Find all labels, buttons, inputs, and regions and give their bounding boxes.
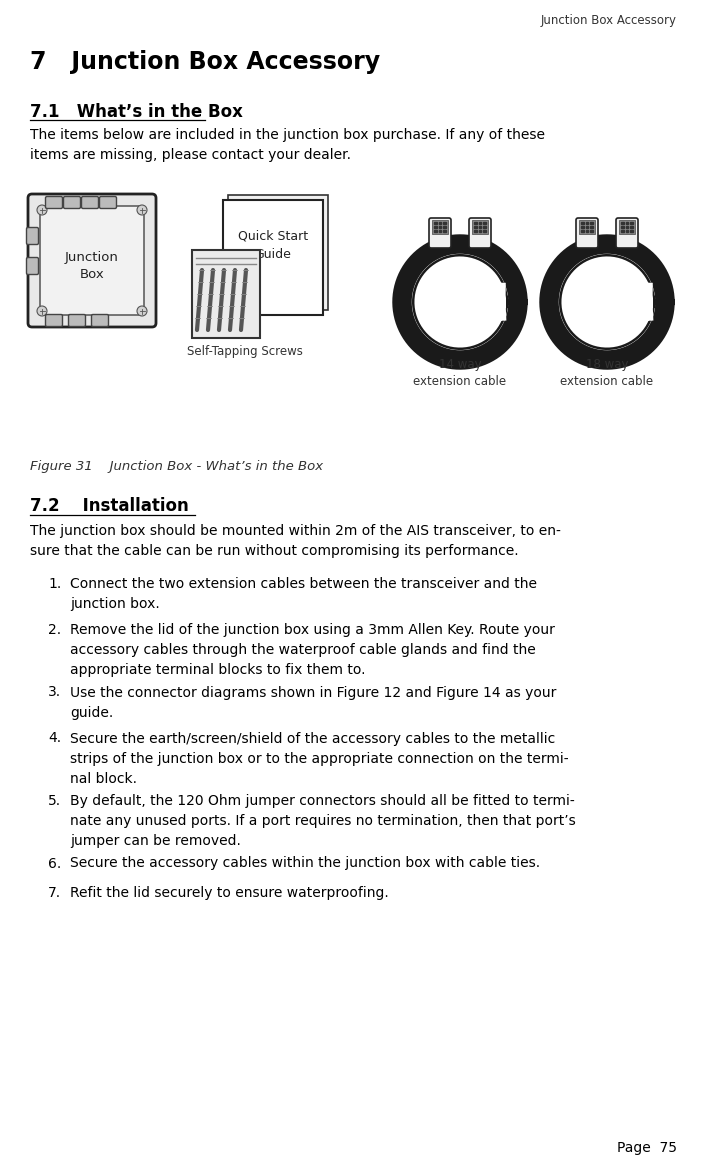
FancyBboxPatch shape (429, 218, 451, 248)
Bar (438, 221, 441, 224)
Bar (443, 226, 445, 228)
FancyBboxPatch shape (26, 227, 38, 245)
Bar (590, 221, 592, 224)
Bar (228, 196, 328, 310)
Circle shape (37, 205, 47, 215)
FancyBboxPatch shape (91, 315, 108, 327)
Bar (223, 200, 323, 315)
Bar (581, 226, 583, 228)
Circle shape (137, 306, 147, 316)
Bar (581, 221, 583, 224)
Text: Quick Start
Guide: Quick Start Guide (238, 230, 308, 260)
Bar (619, 220, 635, 234)
Bar (621, 226, 624, 228)
Text: Connect the two extension cables between the transceiver and the
junction box.: Connect the two extension cables between… (70, 577, 537, 611)
Text: 5.: 5. (48, 794, 61, 808)
Bar (626, 226, 628, 228)
FancyBboxPatch shape (45, 197, 62, 208)
Bar (479, 230, 481, 232)
Bar (581, 230, 583, 232)
Bar (438, 226, 441, 228)
FancyBboxPatch shape (100, 197, 117, 208)
Bar (483, 221, 486, 224)
Text: Refit the lid securely to ensure waterproofing.: Refit the lid securely to ensure waterpr… (70, 886, 389, 900)
Bar (443, 221, 445, 224)
FancyBboxPatch shape (81, 197, 98, 208)
Bar (438, 230, 441, 232)
Text: Page  75: Page 75 (617, 1141, 677, 1155)
Text: 14 way
extension cable: 14 way extension cable (414, 358, 506, 388)
Bar (434, 221, 436, 224)
Text: By default, the 120 Ohm jumper connectors should all be fitted to termi-
nate an: By default, the 120 Ohm jumper connector… (70, 794, 575, 848)
Text: Self-Tapping Screws: Self-Tapping Screws (187, 345, 303, 358)
Text: Figure 31    Junction Box - What’s in the Box: Figure 31 Junction Box - What’s in the B… (30, 460, 323, 473)
Text: Junction
Box: Junction Box (65, 251, 119, 281)
Bar (472, 220, 488, 234)
Bar (474, 226, 477, 228)
Text: 7.1   What’s in the Box: 7.1 What’s in the Box (30, 103, 243, 121)
Bar (630, 226, 633, 228)
Bar (590, 226, 592, 228)
FancyBboxPatch shape (576, 218, 598, 248)
Bar (585, 226, 588, 228)
Bar (479, 221, 481, 224)
Bar (192, 249, 260, 338)
Text: Junction Box Accessory: Junction Box Accessory (541, 14, 677, 27)
Text: Remove the lid of the junction box using a 3mm Allen Key. Route your
accessory c: Remove the lid of the junction box using… (70, 623, 555, 677)
FancyBboxPatch shape (616, 218, 638, 248)
Bar (626, 221, 628, 224)
Circle shape (37, 306, 47, 316)
Bar (621, 221, 624, 224)
Text: Use the connector diagrams shown in Figure 12 and Figure 14 as your
guide.: Use the connector diagrams shown in Figu… (70, 685, 556, 719)
Text: 18 way
extension cable: 18 way extension cable (561, 358, 653, 388)
Bar (474, 221, 477, 224)
Text: 6.: 6. (48, 856, 62, 870)
Bar (474, 230, 477, 232)
FancyBboxPatch shape (40, 206, 144, 315)
FancyBboxPatch shape (64, 197, 81, 208)
Bar (579, 220, 595, 234)
Bar (630, 230, 633, 232)
Text: 3.: 3. (48, 685, 61, 699)
Text: 7   Junction Box Accessory: 7 Junction Box Accessory (30, 50, 380, 74)
Text: The junction box should be mounted within 2m of the AIS transceiver, to en-
sure: The junction box should be mounted withi… (30, 523, 561, 559)
FancyBboxPatch shape (45, 315, 62, 327)
Bar (621, 230, 624, 232)
Bar (483, 226, 486, 228)
Text: 7.: 7. (48, 886, 61, 900)
Text: 1.: 1. (48, 577, 62, 591)
Circle shape (585, 280, 629, 324)
Bar (443, 230, 445, 232)
Text: 2.: 2. (48, 623, 61, 637)
Text: 4.: 4. (48, 732, 61, 746)
Bar (483, 230, 486, 232)
Text: Secure the accessory cables within the junction box with cable ties.: Secure the accessory cables within the j… (70, 856, 540, 870)
Text: 7.2    Installation: 7.2 Installation (30, 497, 189, 515)
Bar (434, 226, 436, 228)
Circle shape (137, 205, 147, 215)
FancyBboxPatch shape (28, 194, 156, 327)
Text: Secure the earth/screen/shield of the accessory cables to the metallic
strips of: Secure the earth/screen/shield of the ac… (70, 732, 568, 786)
Bar (479, 226, 481, 228)
Bar (630, 221, 633, 224)
Bar (585, 230, 588, 232)
Circle shape (438, 280, 482, 324)
Bar (590, 230, 592, 232)
Bar (432, 220, 448, 234)
Bar (626, 230, 628, 232)
Text: The items below are included in the junction box purchase. If any of these
items: The items below are included in the junc… (30, 128, 545, 162)
FancyBboxPatch shape (469, 218, 491, 248)
Bar (585, 221, 588, 224)
FancyBboxPatch shape (69, 315, 86, 327)
FancyBboxPatch shape (26, 258, 38, 274)
Bar (434, 230, 436, 232)
